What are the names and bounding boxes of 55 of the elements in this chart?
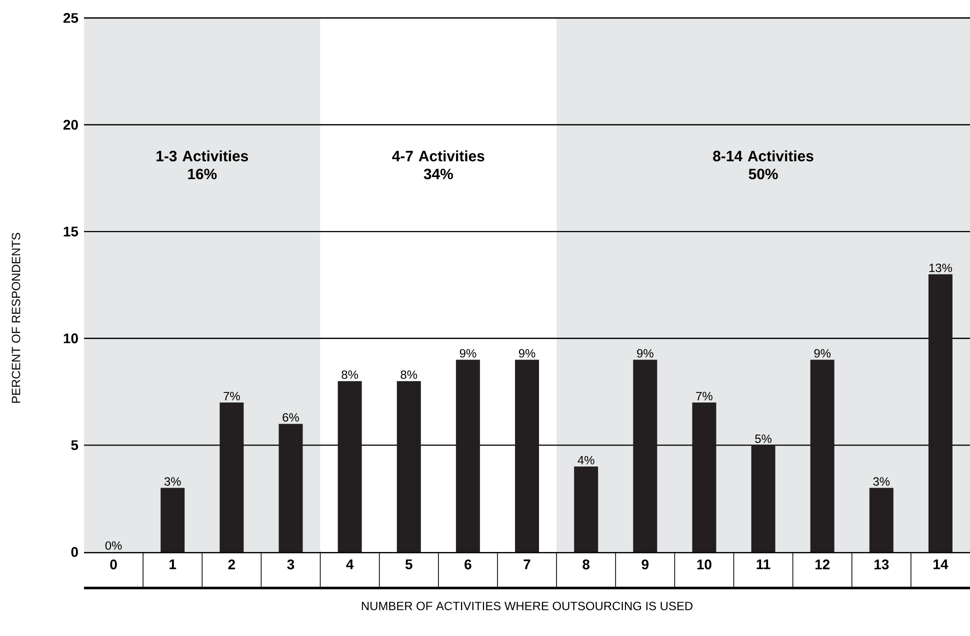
data-label: 8% [342,370,358,379]
band-label: 4-7 Activities 34% [392,150,484,180]
data-label: 9% [814,349,831,358]
x-tick-label: 9 [642,559,649,570]
bar [220,402,244,552]
data-label: 4% [578,456,594,464]
x-tick-label: 6 [464,559,472,570]
bar [692,402,716,552]
x-tick-label: 1 [170,560,176,570]
y-tick-label: 20 [63,120,78,130]
band-label: 1-3 Activities 16% [156,150,248,180]
y-tick-label: 0 [71,547,78,557]
data-label: 3% [164,477,181,486]
bar [810,360,834,552]
bar [456,360,480,552]
data-label: 13% [929,264,952,272]
x-tick-label: 14 [934,560,948,570]
x-tick-label: 7 [524,560,530,570]
data-label: 8% [400,370,418,379]
y-tick-label: 25 [63,13,78,23]
data-label: 7% [224,392,240,400]
bar [338,381,362,552]
bar [160,488,185,552]
y-tick-label: 15 [64,226,78,236]
bar [396,381,421,552]
bar [928,274,952,552]
y-tick-label: 5 [71,440,78,450]
x-tick-label: 3 [287,559,294,570]
x-tick-label: 10 [697,559,712,570]
data-label: 7% [696,392,712,400]
data-label: 9% [518,349,536,358]
y-axis-title: PERCENT OF RESPONDENTS [12,232,20,403]
bar [633,360,658,552]
bar [515,360,540,552]
data-label: 9% [637,349,654,358]
data-label: 0% [105,541,122,550]
x-tick-label: 4 [346,560,354,570]
x-tick-label: 5 [405,560,412,570]
bar [751,445,776,552]
data-label: 6% [282,413,299,422]
x-tick-label: 8 [582,559,590,570]
data-label: 3% [873,477,890,486]
bar [574,466,598,552]
data-label: 5% [755,434,772,443]
data-label: 9% [460,349,476,358]
x-tick-label: 2 [228,559,235,570]
x-tick-label: 12 [815,559,830,570]
x-tick-label: 0 [110,559,117,570]
x-tick-label: 11 [756,560,770,570]
band-label: 8-14 Activities 50% [713,150,814,180]
bar [869,488,894,552]
y-tick-label: 10 [64,333,78,344]
x-axis-title: NUMBER OF ACTIVITIES WHERE OUTSOURCING IS USED [362,602,692,610]
x-tick-label: 13 [874,559,889,570]
bar [278,424,303,552]
